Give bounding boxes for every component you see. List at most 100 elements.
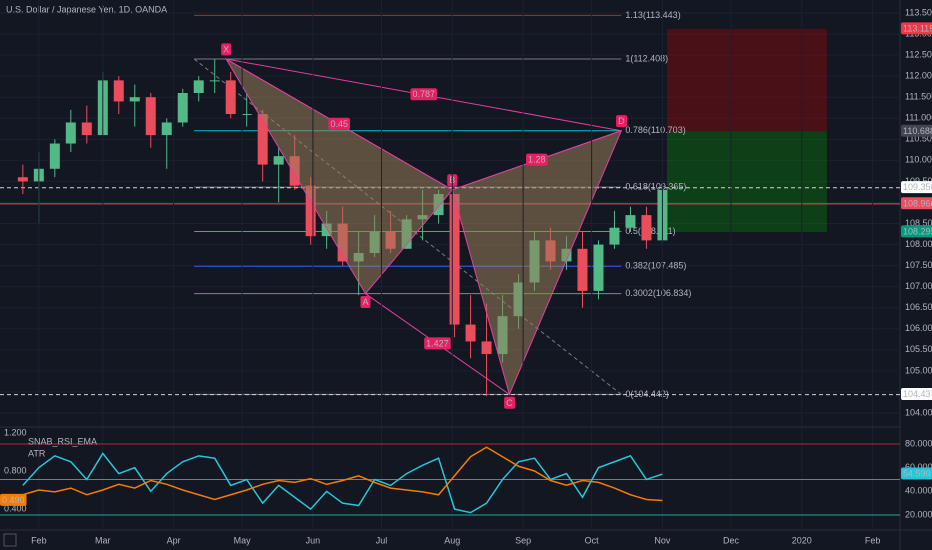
x-tick-label: Sep — [515, 535, 531, 545]
y-tick-label: 112.500 — [905, 49, 932, 59]
y-tick-label: 111.000 — [905, 113, 932, 123]
price-tag-bg — [901, 387, 932, 400]
y-tick-label: 107.500 — [905, 260, 932, 270]
candle-body — [193, 80, 204, 93]
ratio-label: 0.45 — [330, 119, 348, 129]
candle-body — [641, 215, 652, 241]
legend-entry: SNAB_RSI_EMA — [28, 436, 97, 446]
ratio-label-bg — [328, 117, 350, 130]
candle-body — [273, 156, 284, 165]
ratio-label: 1.28 — [528, 155, 546, 165]
pattern-point-label: C — [506, 398, 513, 408]
ratio-label: 0.787 — [412, 89, 435, 99]
price-tag-bg — [901, 22, 932, 35]
y-tick-label: 105.000 — [905, 365, 932, 375]
pattern-point-label-bg — [504, 396, 516, 409]
candle-body — [321, 223, 332, 237]
candle-body — [577, 248, 588, 291]
x-tick-label: Feb — [865, 535, 881, 545]
candle-body — [449, 194, 460, 325]
last-value-tag-bg — [901, 467, 932, 480]
candle-body — [609, 227, 620, 245]
candle-body — [465, 324, 476, 342]
candle-body — [241, 114, 252, 116]
candle-body — [209, 80, 220, 82]
fib-label: 0.618(109.365) — [625, 181, 686, 191]
indicator-line — [22, 446, 663, 502]
price-tag: 108.299 — [903, 226, 932, 236]
candle-body — [49, 143, 60, 169]
indicator-line — [22, 452, 663, 514]
y-tick-label: 104.000 — [905, 407, 932, 417]
x-tick-label: Oct — [585, 535, 600, 545]
y-tick-label: 112.000 — [905, 71, 932, 81]
y2-tick-label: 20.000 — [905, 509, 932, 519]
y-tick-label: 109.500 — [905, 176, 932, 186]
candle-body — [625, 215, 636, 228]
price-tag-bg — [901, 124, 932, 137]
pattern-point-label: D — [618, 116, 625, 126]
ratio-label-bg — [424, 337, 451, 350]
candle-body — [65, 122, 76, 144]
y-tick-label: 0.800 — [4, 465, 27, 475]
candle-body — [113, 80, 124, 102]
y-tick-label: 106.500 — [905, 302, 932, 312]
pattern-point-label: A — [362, 297, 368, 307]
pattern-point-label-bg — [360, 296, 371, 309]
x-tick-label: Dec — [723, 535, 740, 545]
y-tick-label: 1.200 — [4, 427, 27, 437]
candle-body — [17, 177, 28, 182]
icon[interactable] — [3, 533, 17, 547]
price-tag: 110.688 — [903, 126, 932, 136]
price-tag: 113.119 — [903, 23, 932, 33]
y-tick-label: 113.500 — [905, 7, 932, 17]
x-tick-label: May — [234, 535, 252, 545]
price-tag: 108.966 — [903, 198, 932, 208]
last-value-tag: 54.590 — [903, 468, 931, 478]
x-tick-label: Jun — [306, 535, 321, 545]
y-tick-label: 107.000 — [905, 281, 932, 291]
candle-body — [129, 97, 140, 102]
fib-label: 0.786(110.703) — [625, 125, 685, 135]
fib-label: 1.13(113.443) — [625, 10, 680, 20]
y-tick-label: 105.500 — [905, 344, 932, 354]
candle-body — [177, 93, 188, 123]
candle-body — [145, 97, 156, 136]
last-value-tag: 0.490 — [2, 495, 25, 505]
fib-label: 0.382(107.485) — [625, 261, 686, 271]
last-value-tag-bg — [0, 493, 27, 506]
pattern-point-label: X — [223, 44, 229, 54]
price-tag-bg — [901, 181, 932, 194]
pattern-point-label-bg — [616, 115, 628, 128]
y-tick-label: 108.000 — [905, 239, 932, 249]
stop-zone — [667, 29, 827, 132]
y-tick-label: 110.500 — [905, 134, 932, 144]
legend-entry: ATR — [28, 448, 46, 458]
y-tick-label: 108.500 — [905, 218, 932, 228]
x-tick-label: Mar — [95, 535, 111, 545]
y2-tick-label: 80.000 — [905, 438, 932, 448]
y2-tick-label: 60.000 — [905, 462, 932, 472]
fib-label: 1(112.408) — [625, 53, 668, 63]
x-tick-label: Nov — [654, 535, 671, 545]
price-tag-bg — [901, 225, 932, 238]
y2-tick-label: 40.000 — [905, 486, 932, 496]
y-tick-label: 111.500 — [905, 92, 932, 102]
candle-body — [81, 122, 92, 136]
price-tag-bg — [901, 197, 932, 210]
y-tick-label: 106.000 — [905, 323, 932, 333]
main-pane: 1.13(113.443) 1(112.408) 0.786(110.703) 0.6… — [0, 10, 900, 414]
x-tick-label: Aug — [444, 535, 460, 545]
x-tick-label: Jul — [376, 535, 388, 545]
target-zone — [667, 131, 827, 232]
pattern-point-label-bg — [221, 43, 232, 56]
candle-body — [593, 244, 604, 291]
candle-body — [257, 114, 268, 165]
ratio-label: 1.427 — [426, 338, 449, 348]
candle-body — [161, 122, 172, 136]
ratio-label-bg — [410, 88, 437, 101]
y-tick-label: 110.000 — [905, 155, 932, 165]
